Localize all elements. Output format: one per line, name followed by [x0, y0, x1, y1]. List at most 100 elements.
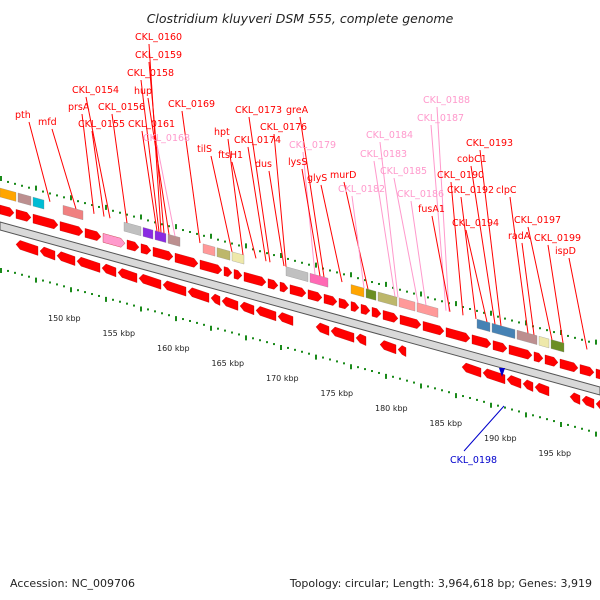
tick-mark: [294, 259, 296, 262]
gene-arrow: [59, 221, 84, 236]
leader-line: [470, 165, 496, 325]
leader-line: [450, 181, 464, 316]
tick-mark: [84, 291, 86, 294]
tick-mark: [357, 366, 359, 369]
label-leader-lines: [28, 43, 588, 452]
gene-arrow: [492, 340, 508, 353]
gene-label: CKL_0185: [380, 166, 427, 177]
leader-line: [479, 149, 502, 326]
gene-box: [416, 302, 439, 318]
tick-mark: [315, 354, 317, 360]
leader-line: [147, 97, 170, 235]
tick-mark: [392, 375, 394, 378]
kbp-label: 155 kbp: [103, 329, 136, 338]
tick-mark: [343, 362, 345, 365]
tick-mark: [497, 404, 499, 407]
tick-mark: [210, 233, 212, 239]
gene-arrow-reverse: [76, 257, 101, 273]
kbp-label: 165 kbp: [212, 359, 245, 368]
genome-backbone: [0, 221, 600, 396]
gene-arrow-reverse: [56, 251, 76, 266]
gene-arrow: [223, 266, 233, 277]
tick-mark: [567, 334, 569, 337]
leader-line: [91, 130, 105, 217]
tick-mark: [203, 323, 205, 326]
gene-arrow-reverse: [534, 382, 550, 397]
tick-mark: [14, 271, 16, 274]
gene-arrow-reverse: [595, 399, 600, 410]
gene-box: [491, 323, 516, 339]
gene-arrow: [32, 213, 59, 230]
tick-mark: [56, 283, 58, 286]
tick-mark: [364, 368, 366, 371]
gene-label: CKL_0183: [360, 149, 407, 160]
leader-line: [140, 79, 160, 232]
leader-line: [273, 133, 287, 267]
tick-mark: [70, 287, 72, 293]
gene-label: CKL_0158: [127, 68, 174, 79]
tick-mark: [392, 286, 394, 289]
tick-mark: [371, 370, 373, 373]
tick-mark: [539, 327, 541, 330]
tick-mark: [525, 412, 527, 418]
tick-mark: [147, 308, 149, 311]
gene-label: glyS: [307, 173, 327, 184]
tick-mark: [98, 205, 100, 208]
gene-arrow: [84, 228, 102, 241]
leader-line: [301, 168, 321, 277]
leader-line: [351, 195, 365, 289]
kbp-label: 190 kbp: [484, 434, 517, 443]
gene-label: CKL_0169: [168, 99, 215, 110]
leader-line: [231, 161, 257, 259]
tick-mark: [420, 383, 422, 389]
leader-line: [148, 61, 165, 234]
gene-label: hpt: [214, 127, 230, 138]
tick-mark: [266, 252, 268, 255]
tick-mark: [308, 263, 310, 266]
tick-mark: [378, 282, 380, 285]
gene-box: [285, 266, 309, 282]
tick-mark: [273, 254, 275, 257]
leader-line: [299, 116, 325, 278]
tick-mark: [217, 238, 219, 241]
tick-mark: [504, 406, 506, 409]
tick-mark: [42, 279, 44, 282]
tick-mark: [91, 204, 93, 207]
gene-arrow: [152, 246, 174, 261]
leader-line: [527, 226, 553, 340]
gene-label: CKL_0160: [135, 32, 182, 43]
tick-mark: [427, 385, 429, 388]
tick-mark: [483, 400, 485, 403]
tick-mark: [406, 290, 408, 293]
tick-mark: [294, 348, 296, 351]
tick-mark: [413, 292, 415, 295]
leader-line: [268, 170, 285, 267]
tick-mark: [245, 243, 247, 249]
tick-mark: [119, 300, 121, 303]
gene-box: [62, 205, 84, 221]
tick-mark: [252, 337, 254, 340]
map-title: Clostridium kluyveri DSM 555, complete g…: [147, 11, 454, 26]
gene-label: clpC: [496, 185, 517, 196]
position-marker: [499, 368, 505, 377]
tick-mark: [539, 416, 541, 419]
kbp-label: 150 kbp: [48, 314, 81, 323]
gene-arrow: [471, 334, 492, 349]
leader-line: [141, 130, 158, 232]
tick-mark: [504, 317, 506, 320]
gene-box: [32, 196, 45, 210]
tick-mark: [329, 358, 331, 361]
gene-arrow: [243, 271, 267, 287]
tick-mark: [336, 360, 338, 363]
gene-box: [309, 273, 329, 288]
gene-label: CKL_0159: [135, 50, 182, 61]
tick-mark: [77, 200, 79, 203]
gene-label: CKL_0161: [128, 119, 175, 130]
tick-mark: [266, 341, 268, 344]
gene-arrow: [174, 252, 199, 268]
tick-mark: [28, 275, 30, 278]
gene-arrow-reverse: [330, 326, 355, 343]
tick-mark: [224, 240, 226, 243]
tick-mark: [308, 352, 310, 355]
tick-mark: [476, 398, 478, 401]
